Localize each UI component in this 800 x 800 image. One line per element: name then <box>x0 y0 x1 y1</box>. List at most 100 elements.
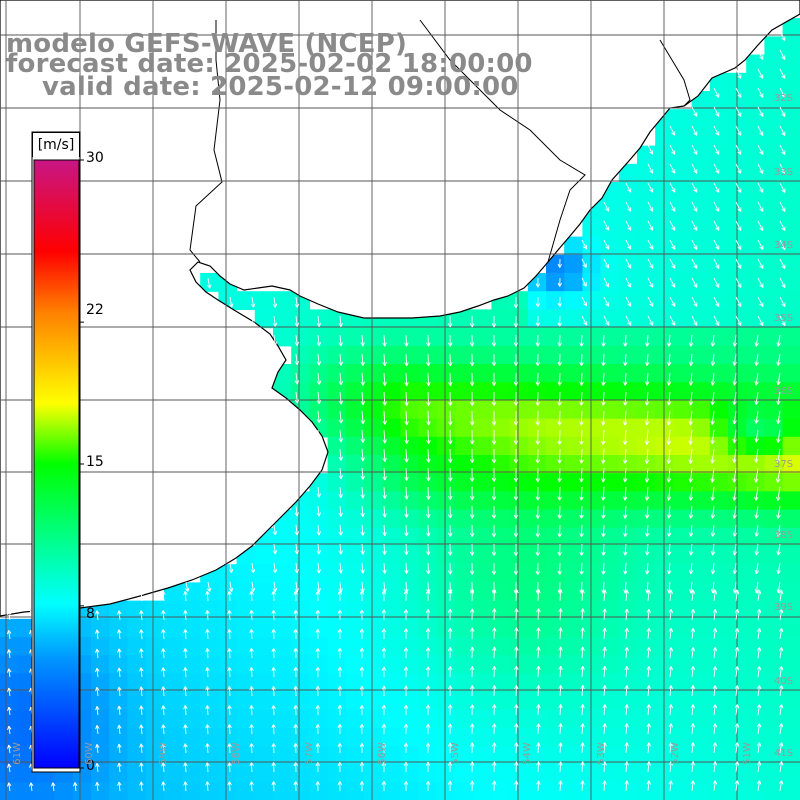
wind-arrow-head <box>425 608 429 614</box>
wind-speed-cell <box>382 436 401 456</box>
wind-arrow-shaft <box>361 562 364 574</box>
wind-speed-cell <box>491 782 511 800</box>
wind-speed-cell <box>782 91 800 110</box>
wind-arrow <box>491 487 497 501</box>
wind-arrow-head <box>624 723 628 728</box>
wind-speed-cell <box>309 509 329 529</box>
wind-speed-cell <box>382 728 401 747</box>
wind-arrow <box>360 334 365 347</box>
wind-arrow-head <box>427 608 431 614</box>
wind-arrow <box>272 315 278 327</box>
wind-arrow-head <box>756 761 760 766</box>
wind-arrow-shaft <box>647 163 654 174</box>
wind-arrow-shaft <box>580 410 583 426</box>
wind-arrow <box>757 106 764 117</box>
wind-speed-cell <box>582 473 602 492</box>
wind-arrow-head <box>449 608 453 613</box>
wind-arrow-shaft <box>691 106 698 117</box>
wind-arrow-shaft <box>757 666 760 678</box>
wind-arrow-head <box>360 381 364 386</box>
wind-arrow <box>359 742 365 754</box>
wind-speed-cell <box>637 600 656 620</box>
wind-speed-cell <box>673 436 693 456</box>
wind-arrow-shaft <box>735 106 742 117</box>
wind-arrow-head <box>426 382 429 387</box>
wind-speed-cell <box>509 618 529 638</box>
wind-speed-cell <box>564 491 583 511</box>
wind-arrow-head <box>693 246 698 250</box>
wind-arrow <box>161 724 166 735</box>
wind-arrow-head <box>736 685 740 690</box>
wind-arrow <box>513 353 519 367</box>
wind-arrow-head <box>580 478 584 483</box>
wind-arrow <box>647 220 654 231</box>
wind-speed-cell <box>327 655 347 674</box>
wind-speed-cell <box>382 345 401 365</box>
wind-arrow-head <box>712 761 716 766</box>
wind-speed-cell <box>782 509 800 529</box>
wind-arrow-shaft <box>295 372 298 385</box>
wind-speed-cell <box>746 691 765 711</box>
wind-arrow-shaft <box>515 646 517 659</box>
wind-arrow <box>688 524 694 537</box>
wind-arrow <box>183 629 188 640</box>
wind-speed-cell <box>764 72 784 92</box>
wind-arrow <box>735 220 742 231</box>
wind-arrow <box>579 353 584 367</box>
wind-speed-cell <box>673 491 693 511</box>
wind-arrow-head <box>118 781 122 786</box>
wind-arrow-shaft <box>162 667 165 678</box>
wind-arrow-shaft <box>690 562 693 574</box>
wind-arrow-head <box>777 459 781 464</box>
wind-arrow <box>535 315 541 327</box>
wind-arrow-head <box>646 627 650 632</box>
wind-arrow-head <box>734 551 738 556</box>
wind-arrow-head <box>295 743 298 748</box>
wind-arrow-head <box>666 361 670 366</box>
wind-arrow-shaft <box>140 724 143 735</box>
wind-arrow-head <box>382 476 386 481</box>
wind-arrow-shaft <box>515 627 517 640</box>
wind-arrow-shaft <box>625 296 632 307</box>
wind-arrow-head <box>626 666 629 671</box>
wind-arrow <box>647 258 654 269</box>
wind-arrow-shaft <box>537 704 540 716</box>
wind-arrow <box>579 334 584 347</box>
wind-arrow-head <box>732 381 735 386</box>
wind-arrow-head <box>447 742 451 747</box>
wind-arrow-shaft <box>184 648 187 659</box>
wind-speed-cell <box>273 691 292 711</box>
wind-arrow-head <box>777 551 781 556</box>
wind-speed-cell <box>491 382 511 401</box>
wind-arrow <box>779 182 786 193</box>
wind-arrow-head <box>228 648 232 652</box>
wind-arrow-head <box>754 588 757 593</box>
wind-arrow-head <box>362 400 366 405</box>
wind-arrow-head <box>117 648 120 653</box>
wind-arrow-head <box>579 533 582 538</box>
wind-arrow <box>602 742 607 754</box>
wind-speed-cell <box>418 618 438 638</box>
wind-arrow-head <box>580 780 584 785</box>
wind-arrow-head <box>648 608 651 613</box>
wind-arrow <box>732 524 738 537</box>
wind-arrow-head <box>118 705 122 710</box>
wind-arrow <box>205 590 210 602</box>
wind-arrow-head <box>471 477 475 482</box>
wind-arrow <box>557 258 562 268</box>
wind-arrow-shaft <box>624 334 627 347</box>
wind-arrow-shaft <box>779 258 786 269</box>
wind-arrow-head <box>471 342 475 347</box>
wind-speed-cell <box>509 546 529 565</box>
wind-arrow-head <box>536 608 539 613</box>
wind-arrow <box>535 334 540 347</box>
wind-arrow-head <box>406 550 409 555</box>
wind-arrow <box>470 780 475 792</box>
wind-arrow-head <box>756 666 760 670</box>
wind-speed-cell <box>109 709 128 729</box>
wind-arrow-head <box>715 132 720 136</box>
wind-arrow <box>6 610 12 621</box>
wind-arrow <box>492 665 497 678</box>
wind-speed-cell <box>345 618 365 638</box>
wind-arrow <box>535 505 540 519</box>
